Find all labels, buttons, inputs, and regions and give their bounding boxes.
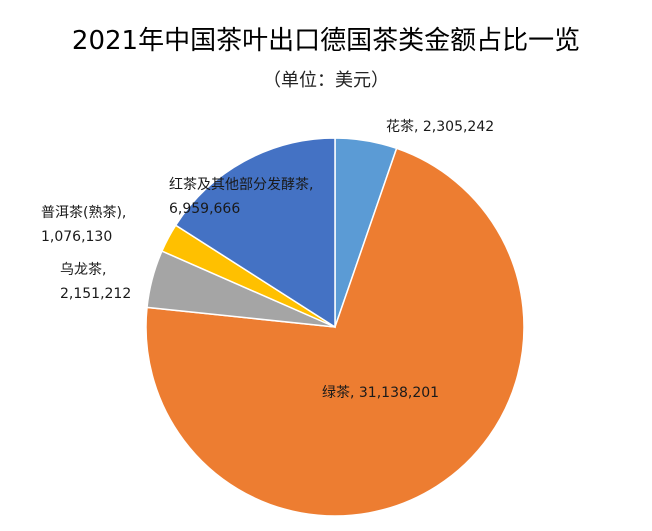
slice-label-1: 绿茶, 31,138,201 — [322, 385, 439, 401]
pie-slice-1 — [145, 147, 525, 517]
slice-label-2: 乌龙茶, 2,151,212 — [60, 262, 131, 302]
slice-label-line: 花茶, 2,305,242 — [386, 119, 494, 135]
pie-slices — [145, 137, 525, 517]
slice-label-line: 红茶及其他部分发酵茶, — [169, 177, 313, 193]
slice-label-4: 红茶及其他部分发酵茶, 6,959,666 — [169, 177, 313, 217]
slice-label-3: 普洱茶(熟茶), 1,076,130 — [41, 205, 126, 245]
slice-label-line: 6,959,666 — [169, 201, 240, 217]
chart-subtitle: （单位：美元） — [263, 70, 389, 91]
slice-label-line: 2,151,212 — [60, 286, 131, 302]
slice-label-line: 普洱茶(熟茶), — [41, 205, 126, 221]
slice-label-line: 乌龙茶, — [60, 262, 106, 278]
chart-title: 2021年中国茶叶出口德国茶类金额占比一览 — [71, 26, 581, 56]
slice-label-line: 绿茶, 31,138,201 — [322, 385, 439, 401]
slice-label-line: 1,076,130 — [41, 229, 112, 245]
pie-labels: 花茶, 2,305,242 绿茶, 31,138,201 乌龙茶, 2,151,212… — [41, 119, 494, 401]
slice-label-0: 花茶, 2,305,242 — [386, 119, 494, 135]
pie-slice-4 — [174, 137, 336, 329]
